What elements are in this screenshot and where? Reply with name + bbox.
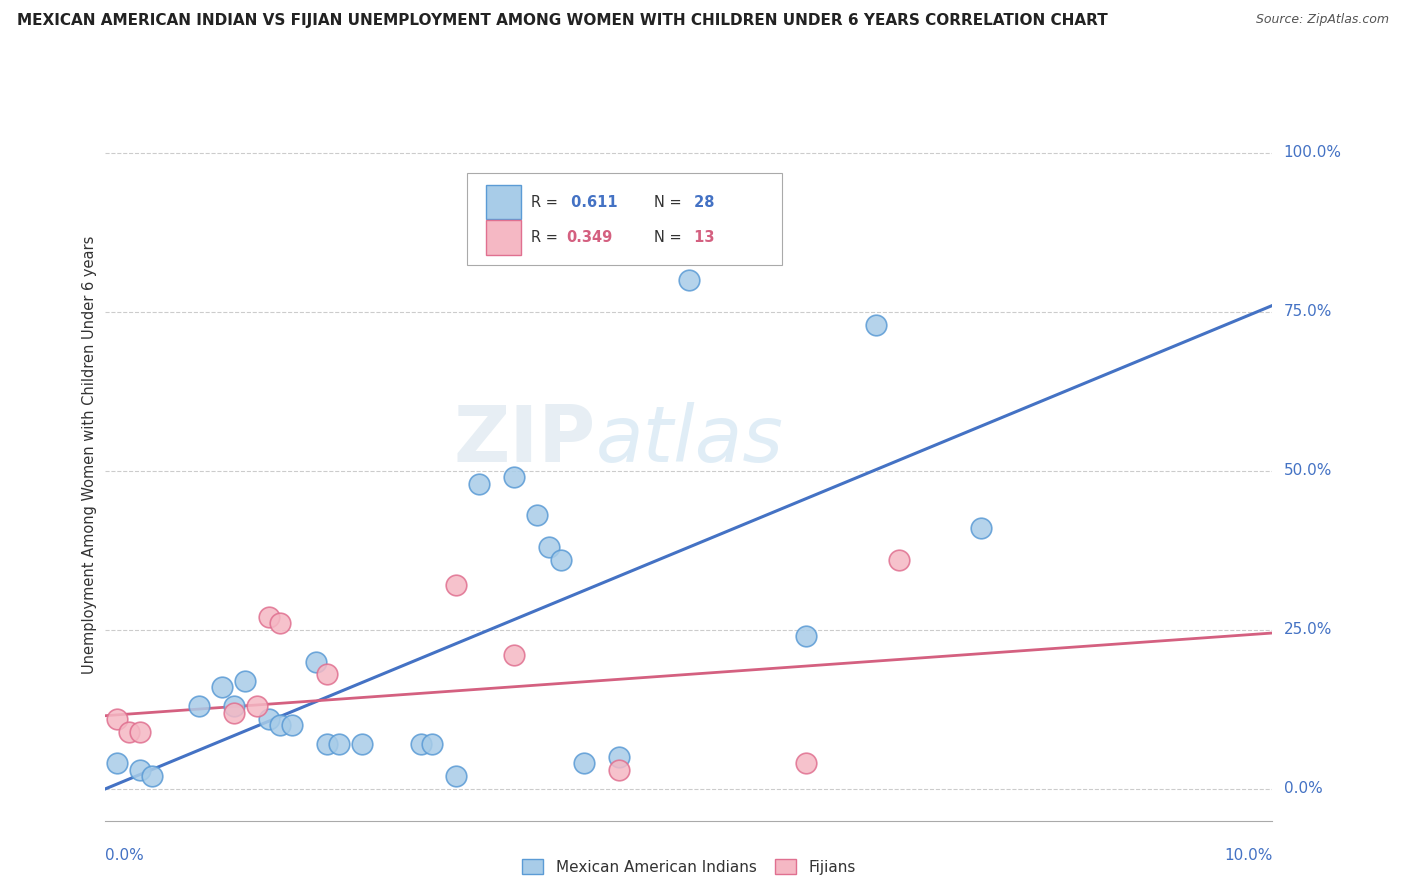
Point (141, 769, 163, 783)
Text: atlas: atlas (596, 402, 783, 478)
Point (222, 706, 245, 720)
Point (187, 699, 209, 714)
Point (572, 756, 595, 771)
Point (269, 718, 292, 732)
Point (607, 750, 630, 764)
Point (607, 763, 630, 777)
Text: 0.611: 0.611 (567, 194, 619, 210)
FancyBboxPatch shape (467, 173, 782, 265)
Point (409, 737, 432, 751)
Point (550, 553, 572, 567)
Point (257, 610, 280, 624)
Point (969, 521, 991, 535)
FancyBboxPatch shape (486, 185, 520, 219)
Text: R =: R = (531, 194, 558, 210)
Point (222, 699, 245, 714)
Text: MEXICAN AMERICAN INDIAN VS FIJIAN UNEMPLOYMENT AMONG WOMEN WITH CHILDREN UNDER 6: MEXICAN AMERICAN INDIAN VS FIJIAN UNEMPL… (17, 13, 1108, 29)
Text: 0.0%: 0.0% (105, 848, 145, 863)
Text: 75.0%: 75.0% (1284, 304, 1331, 319)
Point (794, 629, 817, 643)
Text: 0.0%: 0.0% (1284, 781, 1322, 797)
Legend: Mexican American Indians, Fijians: Mexican American Indians, Fijians (515, 852, 863, 882)
Text: 28: 28 (689, 194, 714, 210)
Point (502, 648, 524, 663)
Point (468, 476, 491, 491)
Text: 0.349: 0.349 (567, 230, 613, 245)
Text: 10.0%: 10.0% (1225, 848, 1272, 863)
Point (304, 655, 326, 669)
Point (246, 699, 269, 714)
Point (211, 680, 233, 694)
Text: 13: 13 (689, 230, 714, 245)
Point (281, 718, 304, 732)
Text: 100.0%: 100.0% (1284, 145, 1341, 161)
Text: 50.0%: 50.0% (1284, 463, 1331, 478)
Point (444, 769, 467, 783)
Point (257, 712, 280, 726)
Point (887, 553, 910, 567)
Text: N =: N = (654, 230, 682, 245)
Text: 25.0%: 25.0% (1284, 623, 1331, 637)
Point (269, 616, 292, 631)
Point (328, 737, 350, 751)
Point (678, 273, 700, 287)
Point (105, 712, 128, 726)
Point (865, 318, 887, 332)
Point (129, 724, 152, 739)
Point (794, 756, 817, 771)
Point (118, 724, 141, 739)
Text: N =: N = (654, 194, 682, 210)
Point (444, 578, 467, 592)
Point (537, 540, 560, 554)
Point (502, 470, 524, 484)
Point (316, 667, 339, 681)
Text: Source: ZipAtlas.com: Source: ZipAtlas.com (1256, 13, 1389, 27)
Text: R =: R = (531, 230, 558, 245)
Point (352, 737, 374, 751)
Point (105, 756, 128, 771)
Point (129, 763, 152, 777)
FancyBboxPatch shape (486, 220, 520, 255)
Point (526, 508, 548, 523)
Y-axis label: Unemployment Among Women with Children Under 6 years: Unemployment Among Women with Children U… (82, 235, 97, 674)
Point (235, 673, 257, 688)
Text: ZIP: ZIP (453, 402, 596, 478)
Point (316, 737, 339, 751)
Point (420, 737, 443, 751)
